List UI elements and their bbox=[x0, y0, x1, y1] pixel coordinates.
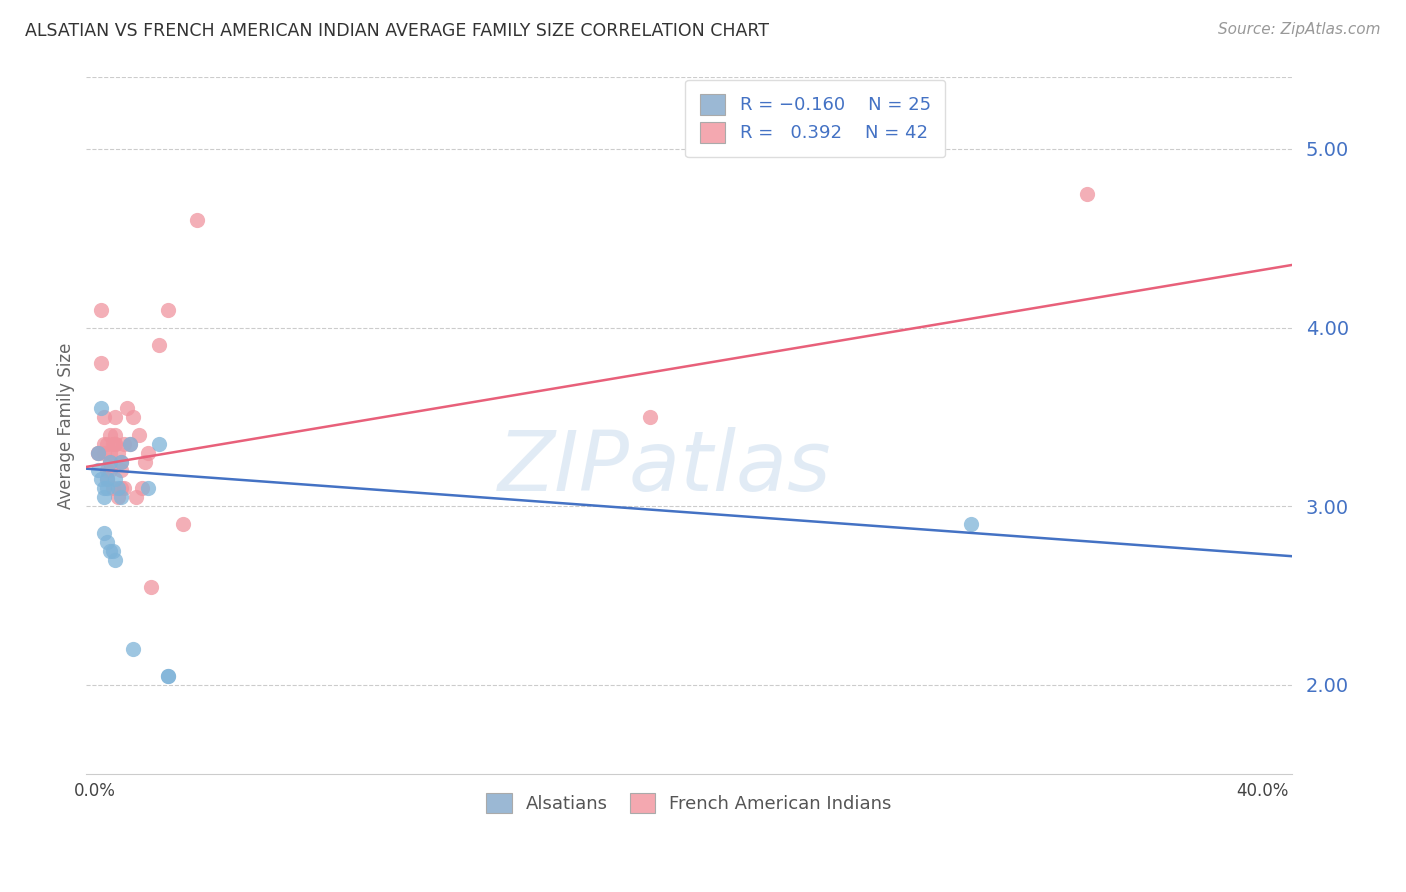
Point bbox=[104, 436, 127, 450]
Point bbox=[104, 436, 127, 450]
Point bbox=[110, 490, 132, 504]
Point bbox=[90, 302, 112, 317]
Point bbox=[87, 445, 110, 459]
Text: Source: ZipAtlas.com: Source: ZipAtlas.com bbox=[1218, 22, 1381, 37]
Point bbox=[90, 401, 112, 415]
Y-axis label: Average Family Size: Average Family Size bbox=[58, 343, 75, 509]
Point bbox=[107, 481, 129, 495]
Point bbox=[96, 472, 118, 486]
Text: ZIPatlas: ZIPatlas bbox=[498, 427, 832, 508]
Point bbox=[156, 669, 179, 683]
Point bbox=[101, 436, 124, 450]
Point bbox=[136, 445, 159, 459]
Point bbox=[107, 445, 129, 459]
Point bbox=[98, 445, 121, 459]
Point bbox=[90, 356, 112, 370]
Point bbox=[104, 409, 127, 424]
Point bbox=[1076, 186, 1098, 201]
Point bbox=[131, 481, 153, 495]
Point bbox=[959, 516, 981, 531]
Point bbox=[110, 454, 132, 468]
Point bbox=[93, 436, 115, 450]
Point bbox=[98, 463, 121, 477]
Point bbox=[122, 642, 145, 657]
Point bbox=[156, 302, 179, 317]
Point bbox=[98, 454, 121, 468]
Point bbox=[98, 454, 121, 468]
Point bbox=[93, 409, 115, 424]
Text: ALSATIAN VS FRENCH AMERICAN INDIAN AVERAGE FAMILY SIZE CORRELATION CHART: ALSATIAN VS FRENCH AMERICAN INDIAN AVERA… bbox=[25, 22, 769, 40]
Point bbox=[96, 436, 118, 450]
Point bbox=[107, 490, 129, 504]
Point bbox=[638, 409, 661, 424]
Point bbox=[96, 472, 118, 486]
Point bbox=[120, 436, 142, 450]
Point bbox=[112, 436, 135, 450]
Point bbox=[122, 409, 145, 424]
Point bbox=[93, 445, 115, 459]
Point bbox=[112, 481, 135, 495]
Point bbox=[139, 580, 162, 594]
Point bbox=[104, 427, 127, 442]
Point bbox=[90, 472, 112, 486]
Point bbox=[96, 463, 118, 477]
Point bbox=[101, 481, 124, 495]
Point bbox=[93, 525, 115, 540]
Point bbox=[134, 454, 156, 468]
Point bbox=[104, 472, 127, 486]
Point bbox=[110, 454, 132, 468]
Point bbox=[128, 427, 150, 442]
Point bbox=[93, 481, 115, 495]
Point bbox=[148, 436, 170, 450]
Point bbox=[98, 427, 121, 442]
Point bbox=[186, 213, 208, 227]
Point bbox=[115, 401, 138, 415]
Point bbox=[148, 338, 170, 352]
Point bbox=[172, 516, 194, 531]
Point bbox=[93, 490, 115, 504]
Point bbox=[87, 445, 110, 459]
Point bbox=[96, 535, 118, 549]
Point bbox=[98, 544, 121, 558]
Point bbox=[120, 436, 142, 450]
Legend: Alsatians, French American Indians: Alsatians, French American Indians bbox=[475, 781, 903, 824]
Point bbox=[87, 463, 110, 477]
Point bbox=[136, 481, 159, 495]
Point bbox=[104, 553, 127, 567]
Point bbox=[156, 669, 179, 683]
Point bbox=[96, 481, 118, 495]
Point bbox=[110, 481, 132, 495]
Point bbox=[125, 490, 148, 504]
Point bbox=[110, 463, 132, 477]
Point bbox=[87, 445, 110, 459]
Point bbox=[101, 544, 124, 558]
